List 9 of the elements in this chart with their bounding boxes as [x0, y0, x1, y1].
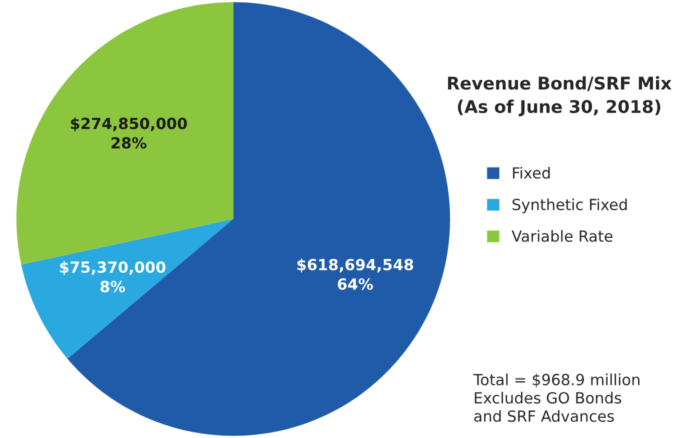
legend-label: Variable Rate [512, 230, 612, 242]
text: Total = $968.9 million Excludes GO Bonds and SRF Advances [473, 374, 640, 422]
pie-slice [21, 219, 234, 359]
data-label: $618,694,548 64% [297, 258, 414, 290]
data-label: $75,370,000 8% [60, 261, 166, 292]
legend-label: Synthetic Fixed [512, 198, 627, 214]
legend-label: Fixed [513, 166, 550, 179]
data-label: $274,850,000 28% [70, 117, 187, 149]
text: Revenue Bond/SRF Mix (As of June 30, 2018) [448, 76, 672, 116]
